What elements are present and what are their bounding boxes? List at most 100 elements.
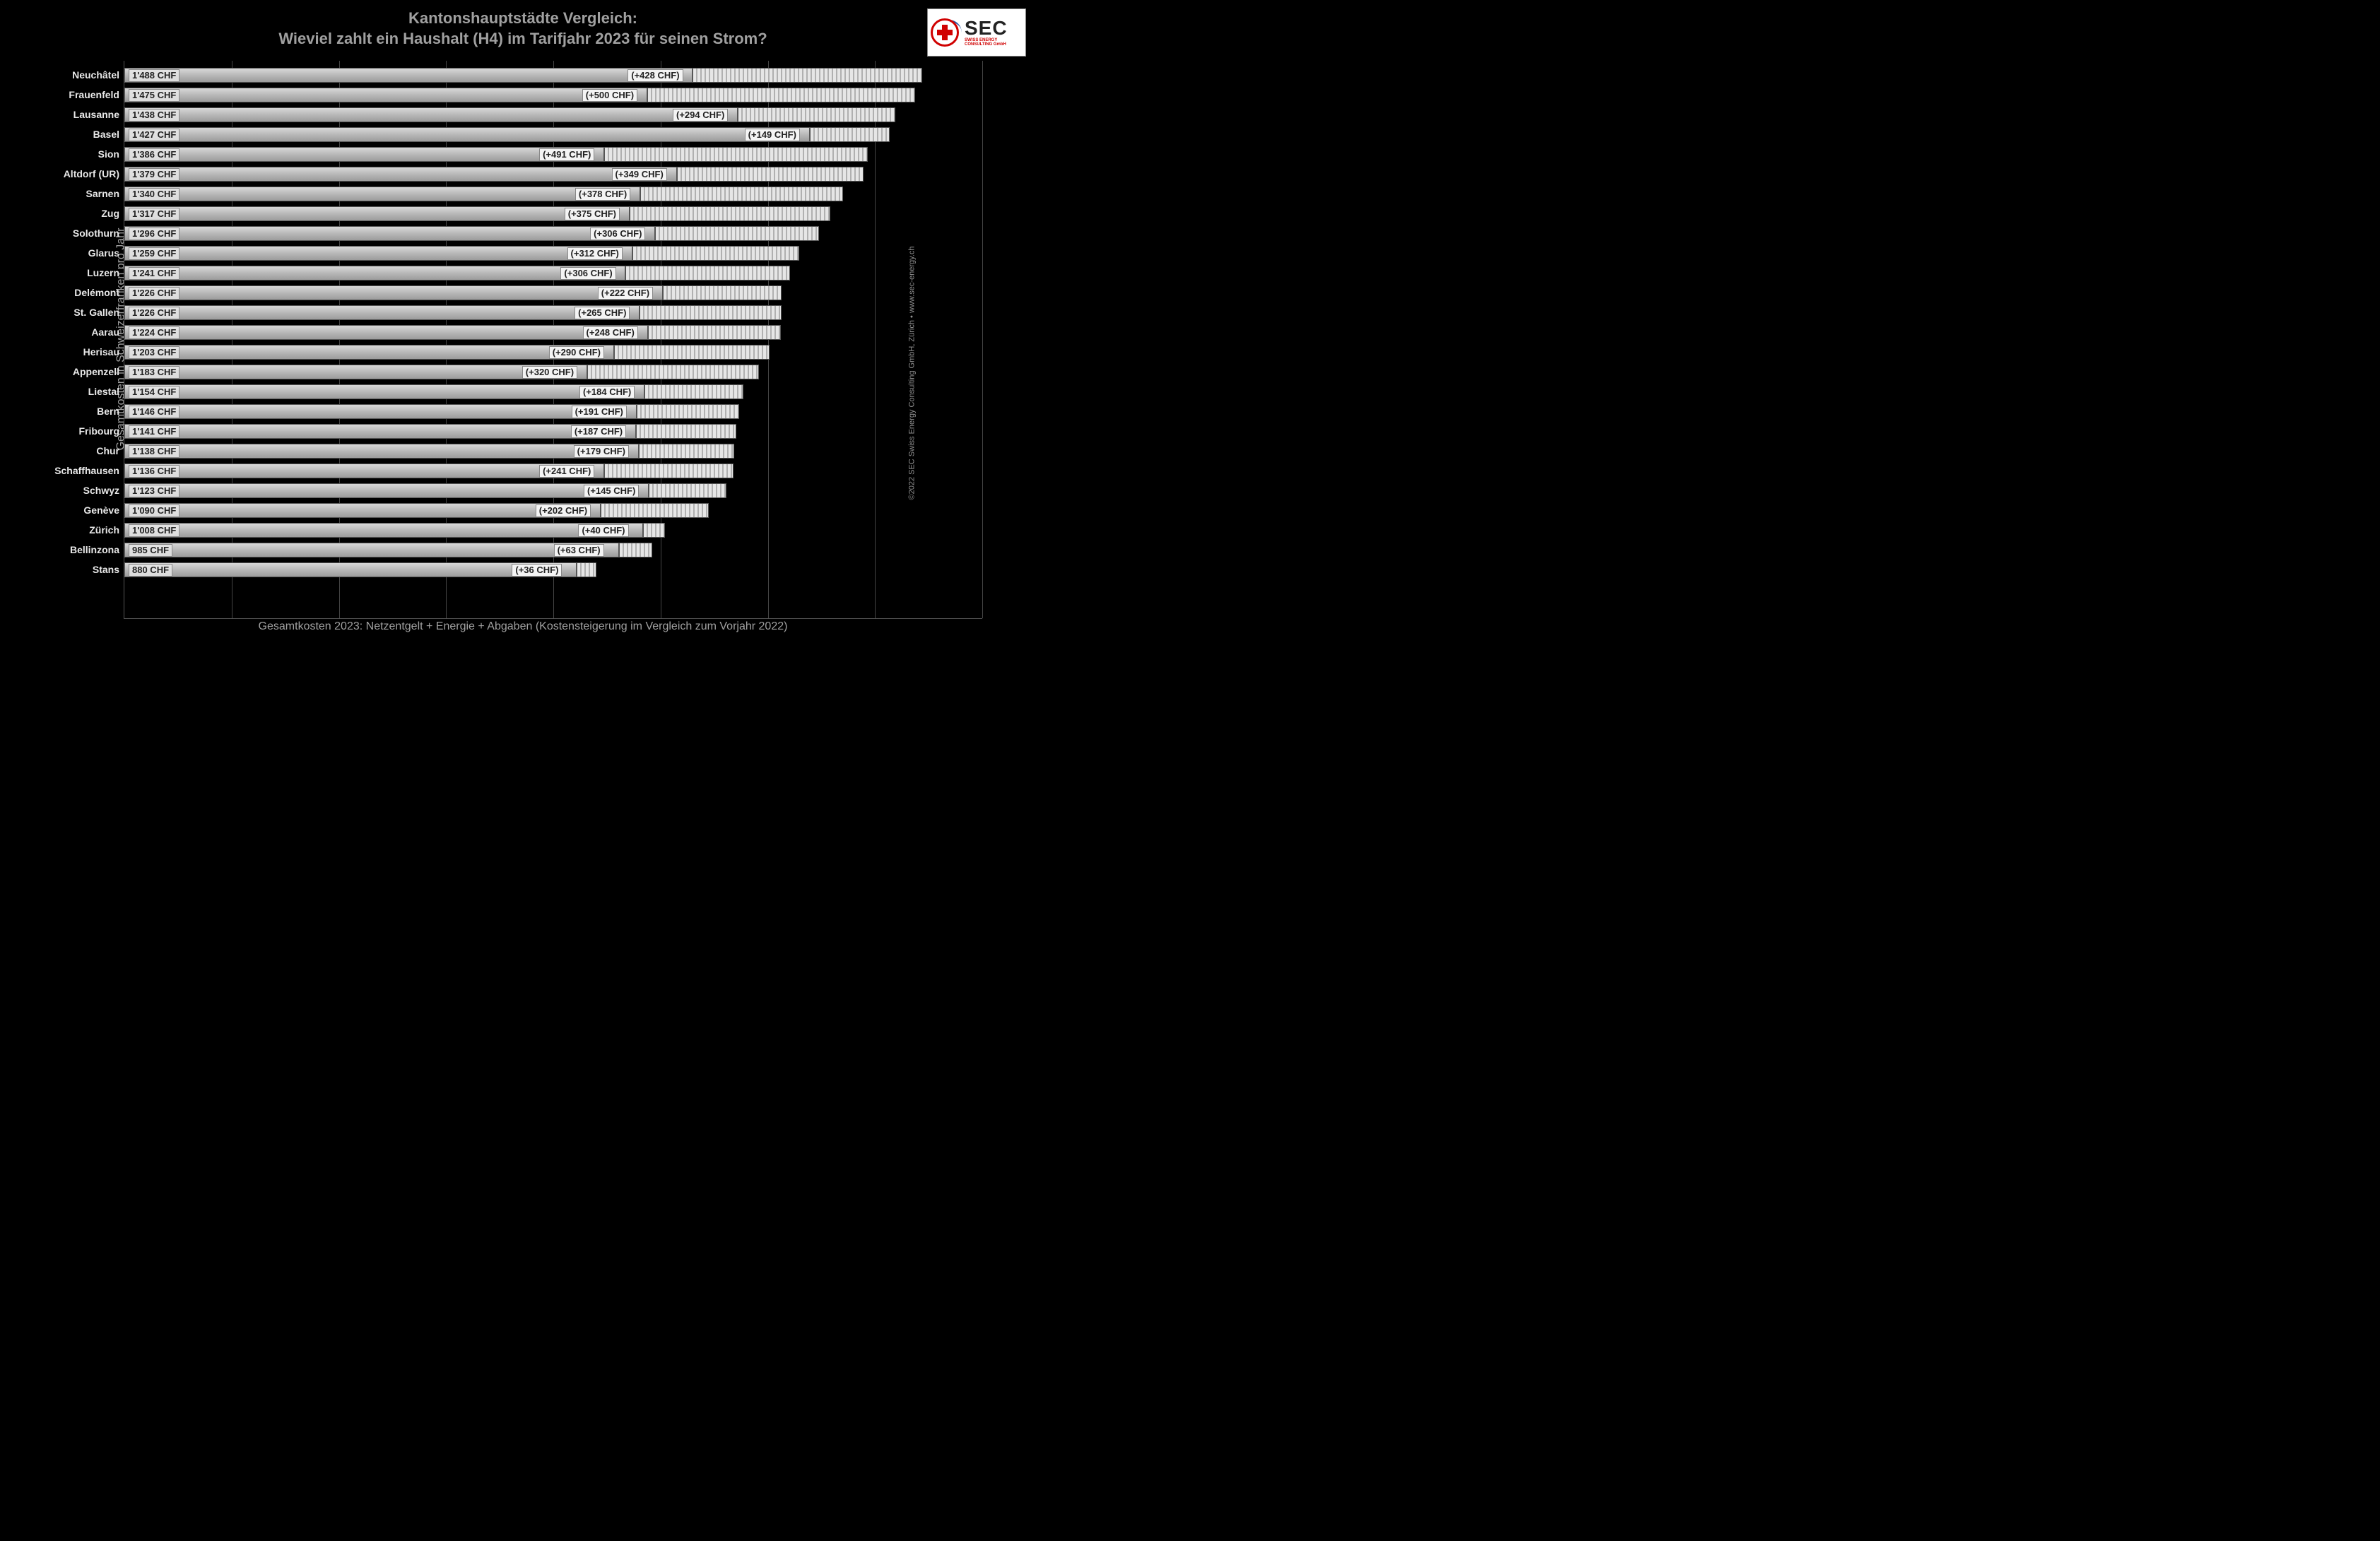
bar-increase: [640, 187, 843, 201]
city-label: Schwyz: [43, 480, 119, 500]
bar-base: [124, 167, 677, 182]
total-value-label: 1'259 CHF: [129, 247, 179, 260]
bar-row: Solothurn1'296 CHF(+306 CHF): [124, 223, 982, 243]
increase-value-label: (+306 CHF): [560, 267, 615, 280]
logo-text-sub: SWISS ENERGY CONSULTING GmbH: [965, 38, 1023, 47]
city-label: Neuchâtel: [43, 65, 119, 85]
bar-increase: [644, 384, 743, 399]
bar-base: [124, 365, 587, 379]
bar-increase: [640, 305, 782, 320]
bar-increase: [738, 107, 895, 122]
increase-value-label: (+241 CHF): [539, 465, 594, 478]
bar-increase: [810, 127, 890, 142]
city-label: Zug: [43, 203, 119, 223]
city-label: Bern: [43, 401, 119, 421]
bar-row: Schaffhausen1'136 CHF(+241 CHF): [124, 461, 982, 480]
bar-base: [124, 88, 647, 102]
increase-value-label: (+63 CHF): [554, 544, 604, 557]
bar-row: St. Gallen1'226 CHF(+265 CHF): [124, 302, 982, 322]
total-value-label: 1'427 CHF: [129, 129, 179, 141]
total-value-label: 1'438 CHF: [129, 109, 179, 122]
increase-value-label: (+145 CHF): [584, 485, 639, 497]
increase-value-label: (+187 CHF): [571, 425, 626, 438]
swiss-cross-icon: [931, 18, 959, 47]
bar-base: [124, 444, 639, 459]
city-label: Aarau: [43, 322, 119, 342]
bar-base: [124, 345, 614, 360]
city-label: Fribourg: [43, 421, 119, 441]
bar-increase: [614, 345, 770, 360]
city-label: Schaffhausen: [43, 461, 119, 480]
increase-value-label: (+248 CHF): [583, 326, 638, 339]
total-value-label: 1'241 CHF: [129, 267, 179, 280]
total-value-label: 985 CHF: [129, 544, 172, 557]
city-label: St. Gallen: [43, 302, 119, 322]
bar-row: Zürich1'008 CHF(+40 CHF): [124, 520, 982, 540]
bar-increase: [601, 503, 709, 518]
increase-value-label: (+222 CHF): [598, 287, 653, 300]
city-label: Appenzell: [43, 362, 119, 382]
total-value-label: 1'226 CHF: [129, 287, 179, 300]
increase-value-label: (+491 CHF): [539, 148, 594, 161]
total-value-label: 1'154 CHF: [129, 386, 179, 398]
bar-chart: Neuchâtel1'488 CHF(+428 CHF)Frauenfeld1'…: [42, 61, 1003, 639]
increase-value-label: (+184 CHF): [579, 386, 635, 398]
total-value-label: 1'138 CHF: [129, 445, 179, 458]
bar-row: Altdorf (UR)1'379 CHF(+349 CHF): [124, 164, 982, 184]
city-label: Zürich: [43, 520, 119, 540]
increase-value-label: (+294 CHF): [673, 109, 728, 122]
city-label: Altdorf (UR): [43, 164, 119, 184]
bar-increase: [693, 68, 922, 83]
plot-area: Neuchâtel1'488 CHF(+428 CHF)Frauenfeld1'…: [124, 61, 982, 619]
total-value-label: 1'146 CHF: [129, 406, 179, 418]
increase-value-label: (+149 CHF): [745, 129, 800, 141]
bar-increase: [649, 483, 726, 498]
increase-value-label: (+40 CHF): [578, 524, 628, 537]
increase-value-label: (+265 CHF): [575, 307, 630, 319]
city-label: Stans: [43, 560, 119, 579]
bar-increase: [630, 206, 831, 221]
bar-base: [124, 266, 625, 281]
city-label: Basel: [43, 124, 119, 144]
city-label: Bellinzona: [43, 540, 119, 560]
bar-row: Herisau1'203 CHF(+290 CHF): [124, 342, 982, 362]
bar-base: [124, 523, 643, 538]
bar-row: Stans880 CHF(+36 CHF): [124, 560, 982, 579]
bar-increase: [636, 424, 736, 439]
bar-row: Schwyz1'123 CHF(+145 CHF): [124, 480, 982, 500]
total-value-label: 1'340 CHF: [129, 188, 179, 201]
increase-value-label: (+191 CHF): [572, 406, 627, 418]
sec-logo: SEC SWISS ENERGY CONSULTING GmbH: [927, 8, 1026, 57]
gridline: [982, 61, 983, 618]
bar-base: [124, 246, 632, 261]
bar-increase: [587, 365, 759, 379]
total-value-label: 1'296 CHF: [129, 228, 179, 240]
logo-text-main: SEC: [965, 18, 1023, 38]
bar-row: Basel1'427 CHF(+149 CHF): [124, 124, 982, 144]
total-value-label: 1'224 CHF: [129, 326, 179, 339]
bar-row: Bern1'146 CHF(+191 CHF): [124, 401, 982, 421]
total-value-label: 1'203 CHF: [129, 346, 179, 359]
city-label: Luzern: [43, 263, 119, 283]
bar-row: Sion1'386 CHF(+491 CHF): [124, 144, 982, 164]
bar-base: [124, 562, 577, 577]
bar-base: [124, 483, 649, 498]
bar-row: Liestal1'154 CHF(+184 CHF): [124, 382, 982, 401]
bar-row: Fribourg1'141 CHF(+187 CHF): [124, 421, 982, 441]
bar-increase: [663, 285, 782, 300]
bar-row: Neuchâtel1'488 CHF(+428 CHF): [124, 65, 982, 85]
increase-value-label: (+349 CHF): [612, 168, 667, 181]
total-value-label: 1'379 CHF: [129, 168, 179, 181]
total-value-label: 1'386 CHF: [129, 148, 179, 161]
bar-base: [124, 147, 604, 162]
increase-value-label: (+428 CHF): [628, 69, 683, 82]
increase-value-label: (+306 CHF): [590, 228, 645, 240]
increase-value-label: (+312 CHF): [567, 247, 623, 260]
bar-increase: [632, 246, 800, 261]
bar-row: Frauenfeld1'475 CHF(+500 CHF): [124, 85, 982, 105]
bar-base: [124, 325, 648, 340]
bar-base: [124, 464, 604, 478]
total-value-label: 1'226 CHF: [129, 307, 179, 319]
bar-row: Zug1'317 CHF(+375 CHF): [124, 203, 982, 223]
chart-title: Kantonshauptstädte Vergleich: Wieviel za…: [0, 0, 1046, 49]
